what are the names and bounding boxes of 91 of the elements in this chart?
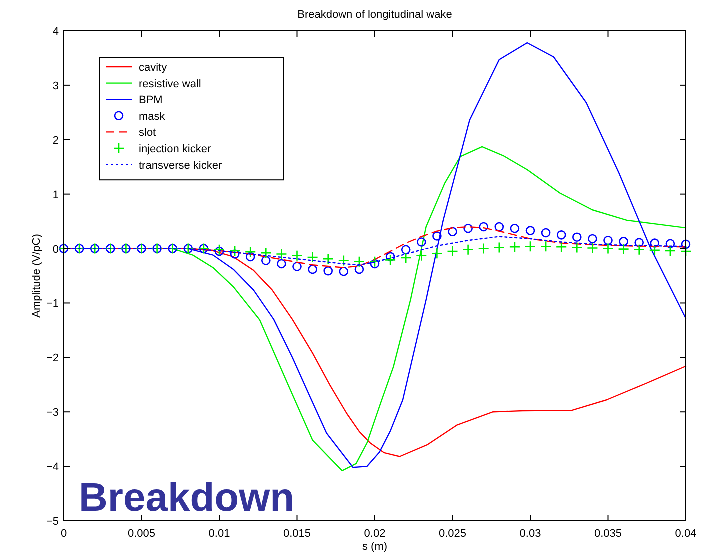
point: [464, 224, 473, 234]
point: [556, 241, 568, 253]
legend-label: slot: [139, 127, 156, 140]
legend-label: resistive wall: [139, 78, 202, 90]
point: [634, 238, 644, 248]
point: [510, 224, 520, 234]
y-tick-label: −1: [46, 298, 59, 310]
x-tick-label: 0.005: [128, 528, 156, 540]
y-tick-label: 2: [52, 134, 59, 147]
y-tick-label: −5: [46, 516, 59, 528]
point: [277, 259, 286, 269]
point: [541, 228, 551, 238]
point: [526, 226, 536, 236]
point: [588, 234, 598, 244]
point: [587, 242, 598, 254]
x-tick-label: 0.01: [208, 528, 230, 540]
point: [634, 244, 645, 256]
point: [384, 254, 396, 266]
point: [246, 252, 256, 262]
legend-label: injection kicker: [139, 144, 212, 156]
point: [354, 264, 364, 274]
x-tick-label: 0.015: [283, 528, 312, 540]
point: [229, 245, 241, 257]
y-tick-label: −4: [46, 462, 59, 474]
chart-title: Breakdown of longitudinal wake: [298, 9, 452, 21]
x-tick-label: 0.02: [364, 528, 386, 540]
point: [666, 239, 676, 249]
point: [308, 264, 318, 274]
annotation: Breakdown: [79, 476, 295, 520]
point: [214, 244, 226, 256]
point: [432, 232, 442, 241]
point: [386, 252, 396, 262]
point: [478, 243, 490, 254]
point: [338, 255, 350, 266]
y-tick-label: 3: [52, 80, 59, 92]
point: [618, 244, 630, 255]
point: [262, 256, 271, 266]
point: [370, 259, 380, 269]
point: [681, 240, 691, 250]
x-tick-label: 0.04: [675, 528, 697, 540]
point: [339, 266, 349, 276]
point: [244, 246, 256, 258]
point: [494, 242, 506, 254]
point: [604, 236, 613, 246]
point: [401, 245, 411, 255]
point: [664, 245, 676, 257]
legend-label: mask: [139, 110, 166, 123]
point: [354, 256, 366, 268]
x-tick-label: 0.035: [594, 528, 622, 540]
point: [650, 238, 660, 248]
point: [524, 240, 536, 252]
point: [602, 243, 614, 254]
point: [322, 253, 334, 265]
point: [292, 250, 303, 262]
point: [307, 252, 318, 264]
point: [556, 230, 566, 240]
point: [572, 232, 582, 242]
point: [479, 222, 488, 232]
legend-label: BPM: [139, 94, 163, 107]
point: [416, 250, 428, 262]
y-tick-label: 0: [52, 244, 59, 256]
point: [448, 227, 458, 237]
point: [619, 237, 628, 246]
legend-label: cavity: [139, 62, 168, 74]
y-tick-label: 1: [52, 189, 59, 202]
point: [324, 266, 333, 276]
point: [540, 240, 552, 252]
x-axis-title: s (m): [362, 541, 388, 553]
y-tick-label: −3: [46, 407, 59, 420]
y-tick-label: −2: [46, 352, 59, 365]
point: [400, 252, 412, 264]
point: [649, 244, 661, 256]
point: [260, 247, 272, 259]
point: [230, 250, 240, 259]
point: [572, 242, 583, 254]
point: [462, 244, 474, 256]
point: [214, 246, 224, 256]
y-axis-title: Amplitude (V/pC): [31, 234, 43, 318]
point: [276, 248, 288, 260]
legend-label: transverse kicker: [139, 160, 222, 172]
point: [292, 262, 302, 272]
point: [494, 222, 504, 232]
x-tick-label: 0.03: [520, 528, 542, 540]
x-tick-label: 0.025: [438, 528, 467, 540]
y-tick-label: 4: [52, 26, 59, 38]
point: [432, 248, 443, 260]
x-tick-label: 0: [60, 528, 68, 540]
point: [369, 256, 381, 268]
point: [447, 246, 458, 258]
point: [509, 241, 521, 253]
point: [417, 238, 426, 247]
